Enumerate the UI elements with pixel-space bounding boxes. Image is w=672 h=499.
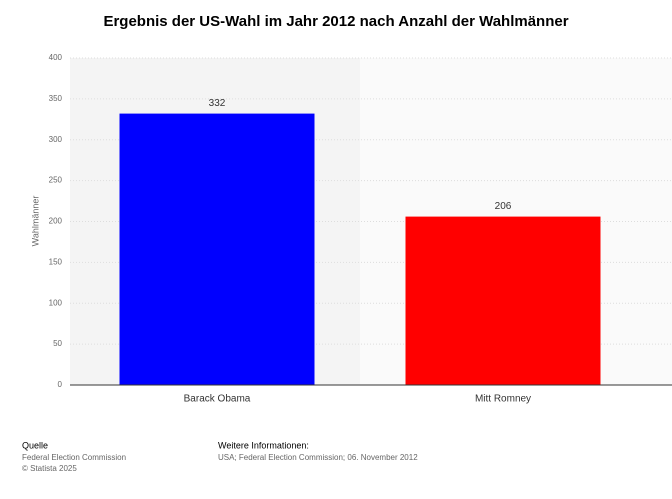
bar [405,216,601,385]
y-tick-label: 200 [49,217,63,226]
y-tick-label: 350 [49,94,63,103]
info: USA; Federal Election Commission; 06. No… [218,453,418,462]
source-title: Quelle [22,440,48,450]
y-tick-label: 100 [49,298,63,307]
y-tick-label: 250 [49,176,63,185]
y-tick-label: 300 [49,135,63,144]
y-tick-label: 0 [58,380,63,389]
info-title: Weitere Informationen: [218,440,309,450]
y-tick-label: 150 [49,257,63,266]
x-tick-label: Barack Obama [184,394,251,405]
source: Federal Election Commission [22,453,126,462]
chart-title: Ergebnis der US-Wahl im Jahr 2012 nach A… [103,13,568,30]
bar [119,113,315,385]
y-tick-label: 50 [53,339,62,348]
copyright: © Statista 2025 [22,464,77,473]
y-tick-label: 400 [49,53,63,62]
value-label: 332 [209,98,226,109]
y-axis-label: Wahlmänner [30,196,40,247]
x-tick-label: Mitt Romney [475,394,531,405]
value-label: 206 [495,201,512,212]
